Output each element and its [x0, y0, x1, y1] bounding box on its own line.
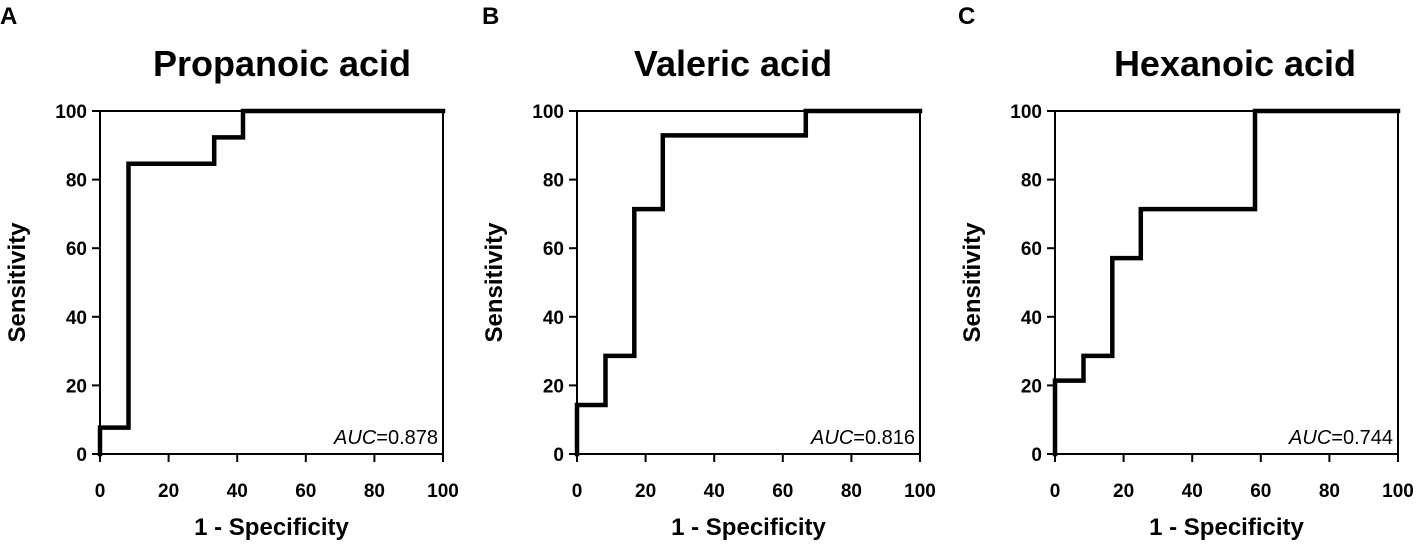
auc-value: =0.744 — [1331, 427, 1393, 449]
x-tick-label: 0 — [95, 481, 106, 502]
x-tick-label: 20 — [158, 481, 179, 502]
y-tick-label: 20 — [543, 376, 564, 397]
chart-title: Valeric acid — [634, 43, 832, 84]
x-axis-label: 1 - Specificity — [671, 514, 826, 541]
x-tick-label: 20 — [635, 481, 656, 502]
y-tick-label: 40 — [543, 308, 564, 329]
chart-title: Hexanoic acid — [1114, 43, 1356, 84]
y-tick-label: 40 — [1021, 308, 1042, 329]
x-axis-label: 1 - Specificity — [1149, 514, 1304, 541]
x-tick-label: 60 — [772, 481, 793, 502]
panel-letter: B — [482, 3, 499, 30]
auc-value: =0.816 — [853, 427, 915, 449]
plot-frame — [1054, 110, 1399, 455]
x-tick-label: 20 — [1113, 481, 1134, 502]
roc-curve — [1052, 108, 1401, 457]
y-axis-label: Sensitivity — [959, 222, 986, 343]
auc-value: =0.878 — [376, 427, 438, 449]
auc-annotation: AUC=0.744 — [1288, 427, 1393, 449]
panel-letter: A — [0, 3, 17, 30]
y-tick-label: 100 — [532, 102, 564, 123]
x-tick-label: 100 — [1382, 481, 1414, 502]
y-tick-label: 100 — [1010, 102, 1042, 123]
plot-frame — [576, 110, 921, 455]
x-tick-label: 40 — [227, 481, 248, 502]
panel-c: C Hexanoic acid 0 20 40 60 80 100 0 20 40 60 80 100 1 … — [958, 3, 1414, 541]
x-tick-label: 80 — [841, 481, 862, 502]
x-tick-label: 100 — [904, 481, 936, 502]
y-tick-label: 60 — [66, 239, 87, 260]
x-tick-label: 40 — [1182, 481, 1203, 502]
y-tick-label: 0 — [553, 445, 564, 466]
y-tick-label: 60 — [543, 239, 564, 260]
auc-prefix: AUC — [1288, 427, 1332, 449]
y-tick-label: 80 — [1021, 171, 1042, 192]
x-tick-label: 100 — [427, 481, 459, 502]
y-axis-label: Sensitivity — [481, 222, 508, 343]
y-tick-label: 0 — [1031, 445, 1042, 466]
y-tick-label: 60 — [1021, 239, 1042, 260]
y-tick-label: 0 — [76, 445, 87, 466]
auc-prefix: AUC — [333, 427, 377, 449]
y-tick-label: 40 — [66, 308, 87, 329]
x-tick-label: 60 — [1250, 481, 1271, 502]
y-tick-label: 100 — [55, 102, 87, 123]
x-tick-label: 60 — [295, 481, 316, 502]
auc-annotation: AUC=0.878 — [333, 427, 438, 449]
y-tick-label: 20 — [1021, 376, 1042, 397]
roc-curve — [574, 108, 923, 457]
x-tick-label: 0 — [572, 481, 583, 502]
panel-b: B Valeric acid 0 20 40 60 80 100 0 20 40 60 80 100 1 -… — [481, 3, 936, 541]
panel-a: A Propanoic acid 0 20 40 60 80 100 0 20 40 60 80 100 1… — [0, 3, 459, 541]
roc-curve — [97, 108, 446, 457]
x-tick-label: 0 — [1050, 481, 1061, 502]
auc-annotation: AUC=0.816 — [810, 427, 915, 449]
y-axis-label: Sensitivity — [4, 222, 31, 343]
y-tick-label: 80 — [543, 171, 564, 192]
y-tick-label: 80 — [66, 171, 87, 192]
x-tick-label: 80 — [1319, 481, 1340, 502]
x-tick-label: 80 — [364, 481, 385, 502]
panel-letter: C — [958, 3, 975, 30]
auc-prefix: AUC — [810, 427, 854, 449]
x-tick-label: 40 — [704, 481, 725, 502]
x-axis-label: 1 - Specificity — [194, 514, 349, 541]
chart-title: Propanoic acid — [153, 43, 411, 84]
y-tick-label: 20 — [66, 376, 87, 397]
